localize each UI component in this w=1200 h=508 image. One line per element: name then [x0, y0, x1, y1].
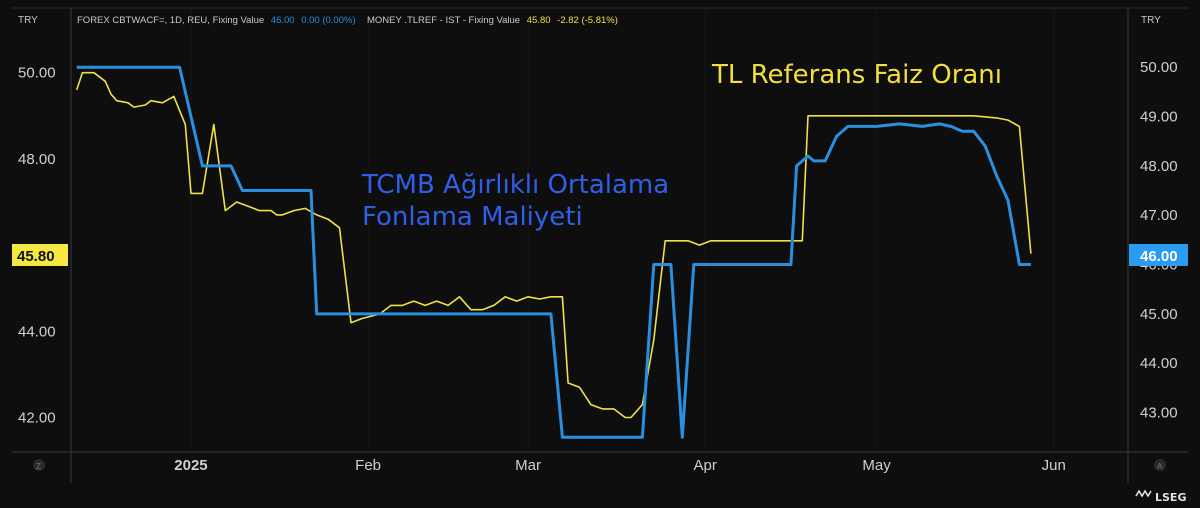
legend-series-2-value: 45.80 — [527, 15, 551, 26]
right-tick-label: 50.00 — [1140, 59, 1178, 76]
annotation-tcmb-line1: TCMB Ağırlıklı Ortalama — [361, 170, 669, 200]
left-zoom-marker-label: Z — [36, 462, 41, 471]
right-tick-label: 49.00 — [1140, 109, 1178, 126]
right-zoom-marker-label: A — [1157, 462, 1163, 471]
right-tick-label: 48.00 — [1140, 158, 1178, 175]
grid — [190, 8, 1055, 452]
x-tick-label: May — [862, 457, 891, 474]
right-tick-label: 47.00 — [1140, 207, 1178, 224]
x-axis-ticks: 2025 Feb Mar Apr May Jun — [174, 457, 1066, 474]
right-tick-label: 43.00 — [1140, 405, 1178, 422]
legend-series-1-prefix: FOREX CBTWACF=, 1D, REU, Fixing Value — [77, 15, 264, 26]
x-tick-label: Feb — [355, 457, 381, 474]
annotation-tlref: TL Referans Faiz Oranı — [711, 60, 1002, 90]
right-tick-label: 44.00 — [1140, 355, 1178, 372]
series-lines — [75, 65, 1032, 439]
series-line-cbtwacf — [76, 65, 1031, 439]
annotation-tcmb-line2: Fonlama Maliyeti — [362, 202, 583, 232]
left-last-value-text: 45.80 — [17, 248, 55, 265]
right-tick-label: 45.00 — [1140, 306, 1178, 323]
left-tick-label: 42.00 — [18, 410, 56, 427]
legend-series-2-change: -2.82 (-5.81%) — [557, 15, 618, 26]
left-last-value-badge — [12, 244, 68, 266]
x-tick-label: 2025 — [174, 457, 207, 474]
lseg-logo-text: LSEG — [1155, 491, 1186, 504]
legend-series-1: FOREX CBTWACF=, 1D, REU, Fixing Value 46… — [77, 15, 356, 26]
left-tick-label: 44.00 — [18, 323, 56, 340]
right-axis-ticks: 50.00 49.00 48.00 47.00 46.00 45.00 44.00 43.00 — [1140, 59, 1178, 421]
lseg-logo: LSEG — [1135, 489, 1186, 504]
legend-series-1-value: 46.00 — [271, 15, 295, 26]
left-axis-ticks: 50.00 48.00 44.00 42.00 — [18, 65, 56, 427]
series-line-tlref — [75, 71, 1032, 419]
left-zoom-marker[interactable] — [33, 459, 45, 471]
x-tick-label: Mar — [515, 457, 541, 474]
legend-series-1-change: 0.00 (0.00%) — [301, 15, 355, 26]
left-tick-label: 50.00 — [18, 65, 56, 82]
right-last-value-badge — [1129, 244, 1188, 266]
left-axis-currency: TRY — [18, 15, 38, 26]
legend-series-2: MONEY .TLREF - IST - Fixing Value 45.80 … — [367, 15, 618, 26]
left-tick-label: 48.00 — [18, 151, 56, 168]
x-tick-label: Apr — [694, 457, 717, 474]
right-last-value-text: 46.00 — [1140, 248, 1178, 265]
right-zoom-marker[interactable] — [1154, 459, 1166, 471]
lseg-logo-icon — [1135, 489, 1152, 498]
legend-series-2-prefix: MONEY .TLREF - IST - Fixing Value — [367, 15, 520, 26]
plot-area — [12, 8, 1188, 483]
right-axis-currency: TRY — [1141, 15, 1161, 26]
x-tick-label: Jun — [1042, 457, 1066, 474]
